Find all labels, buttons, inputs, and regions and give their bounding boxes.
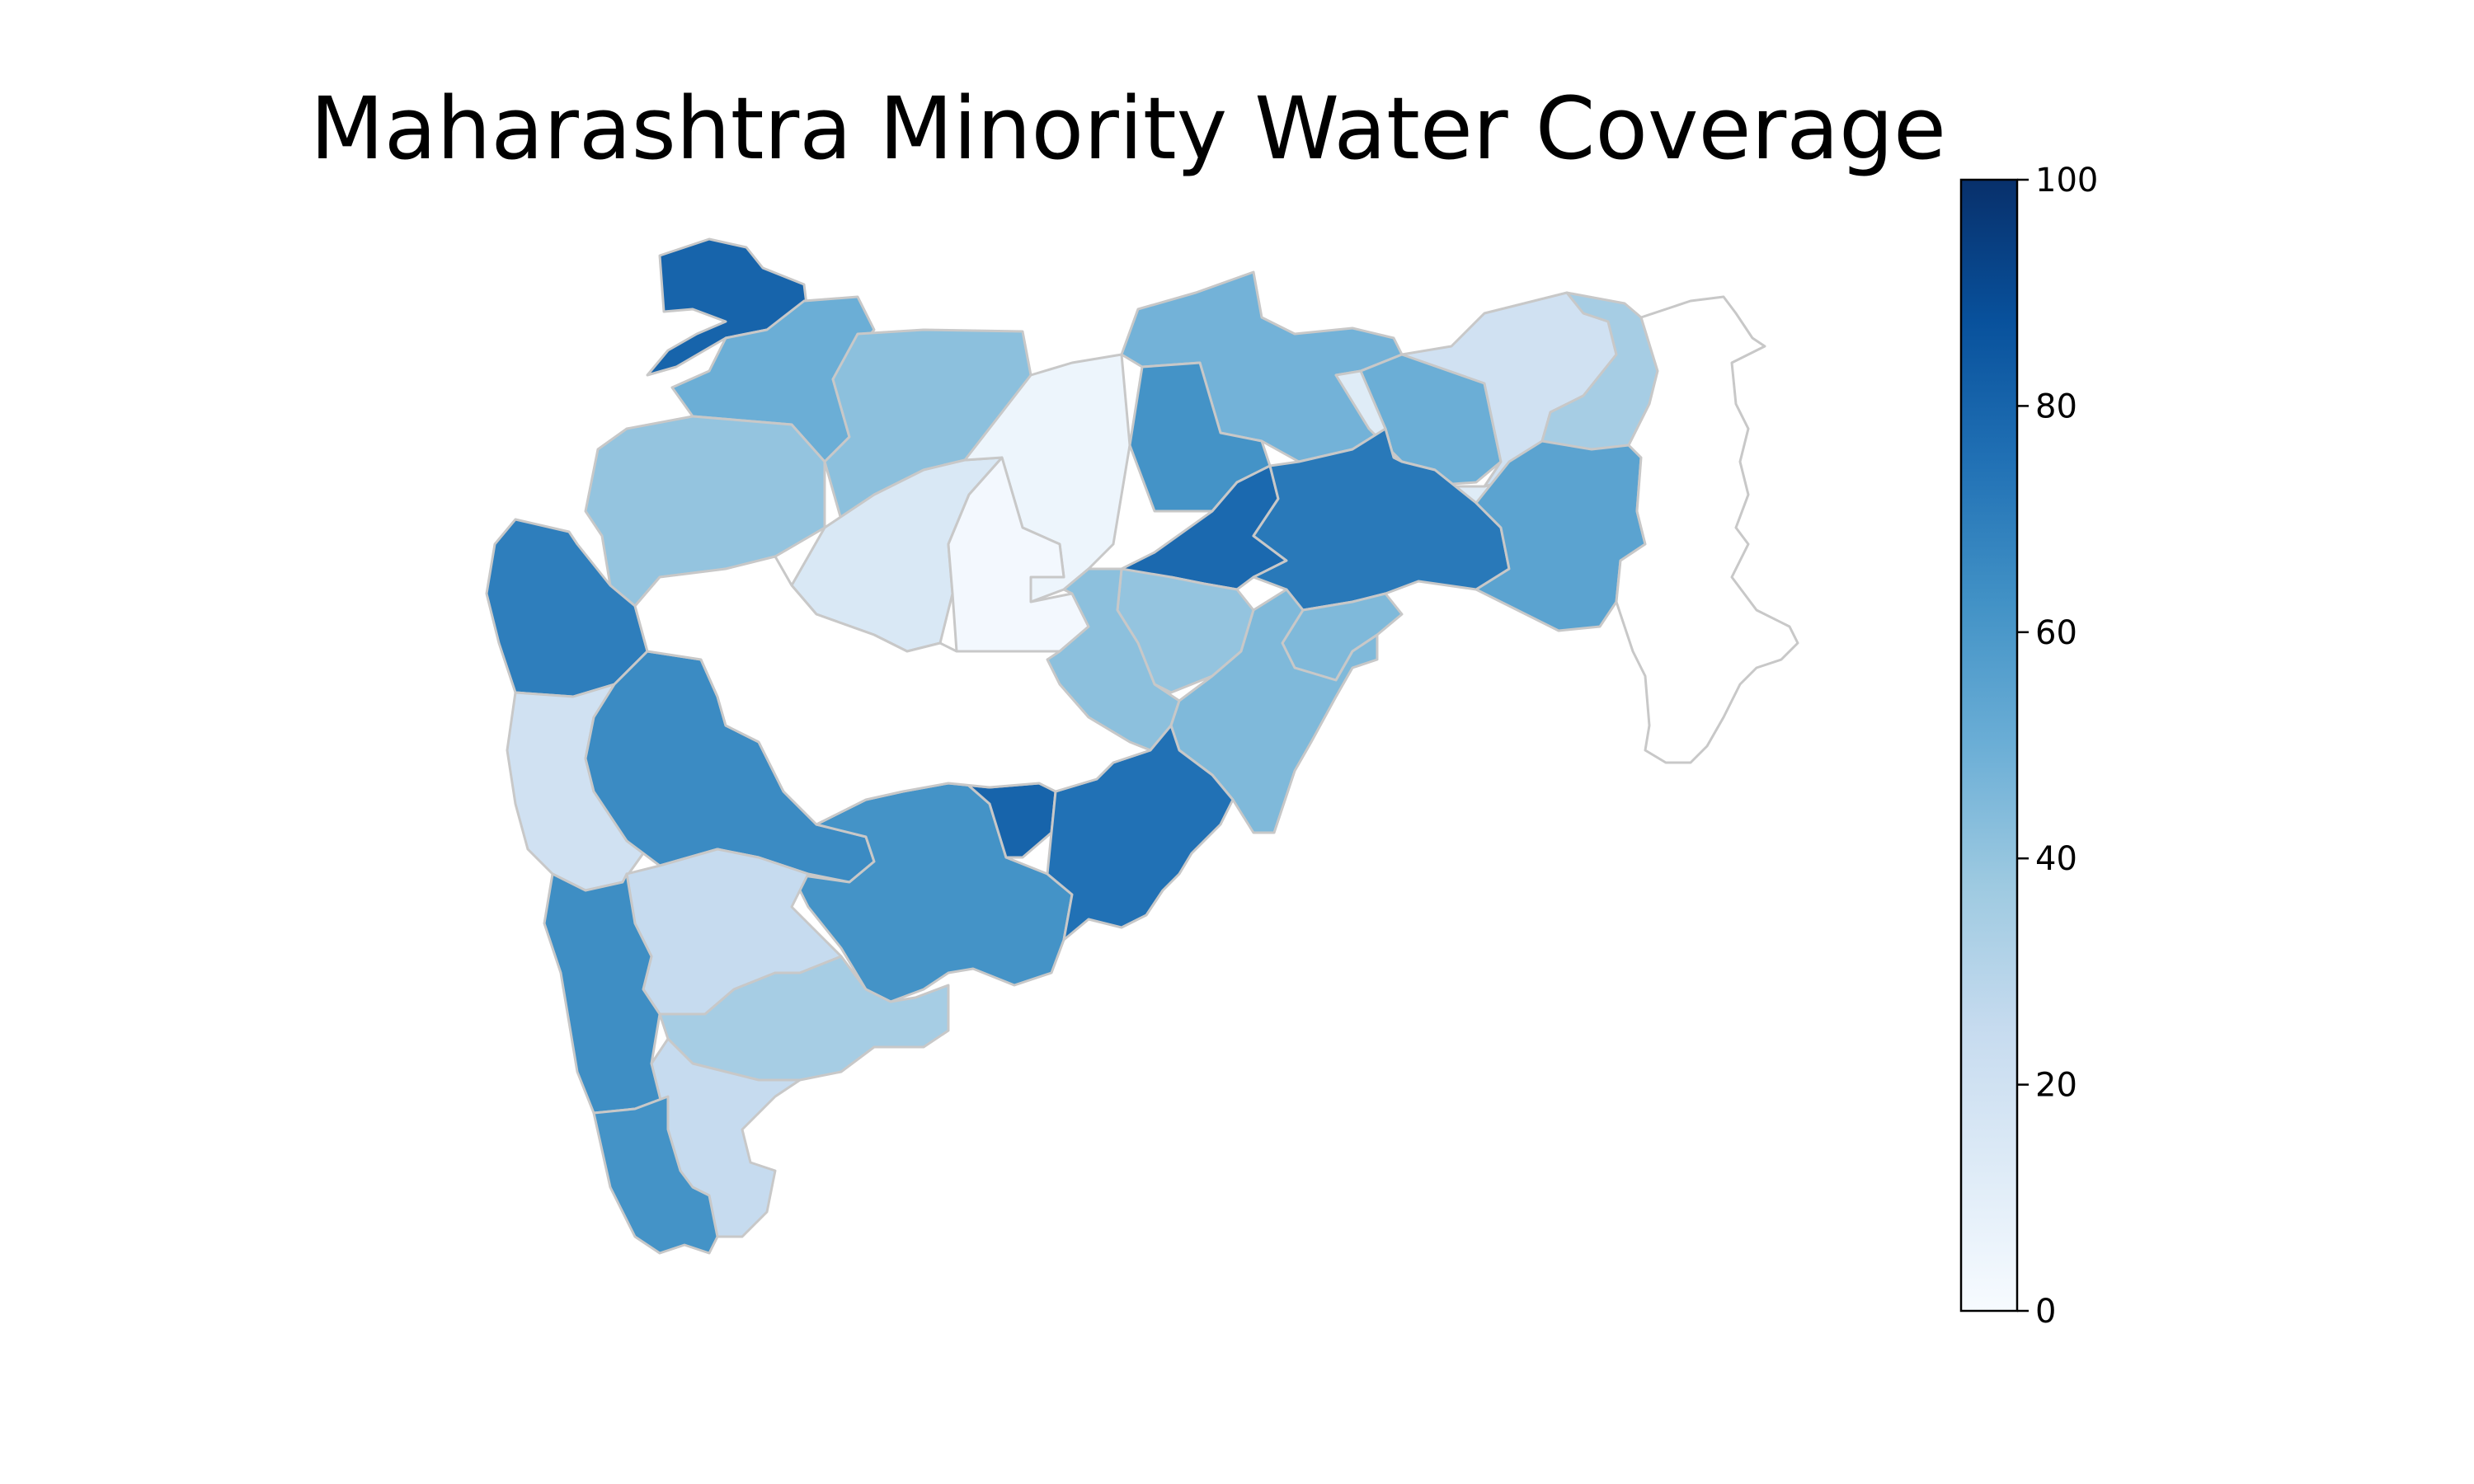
colorbar-gradient [1959,178,2019,1313]
colorbar-tick-label: 60 [2035,614,2077,652]
district-region[interactable] [1046,724,1235,942]
colorbar-tick-label: 80 [2035,387,2077,425]
district-region[interactable] [646,237,810,377]
map-title: Maharashtra Minority Water Coverage [310,78,1946,179]
colorbar-ticks: 0 20 40 60 80 100 [2017,162,2098,1331]
district-region[interactable] [592,1095,719,1255]
colorbar: 0 20 40 60 80 100 [1959,162,2098,1331]
colorbar-tick-label: 0 [2035,1293,2056,1331]
district-region[interactable] [633,555,1152,826]
colorbar-tick-label: 40 [2035,840,2077,878]
district-region[interactable] [1615,295,1799,764]
colorbar-tick-label: 20 [2035,1067,2077,1105]
colorbar-tick-label: 100 [2035,162,2098,200]
maharashtra-map [485,237,1799,1255]
